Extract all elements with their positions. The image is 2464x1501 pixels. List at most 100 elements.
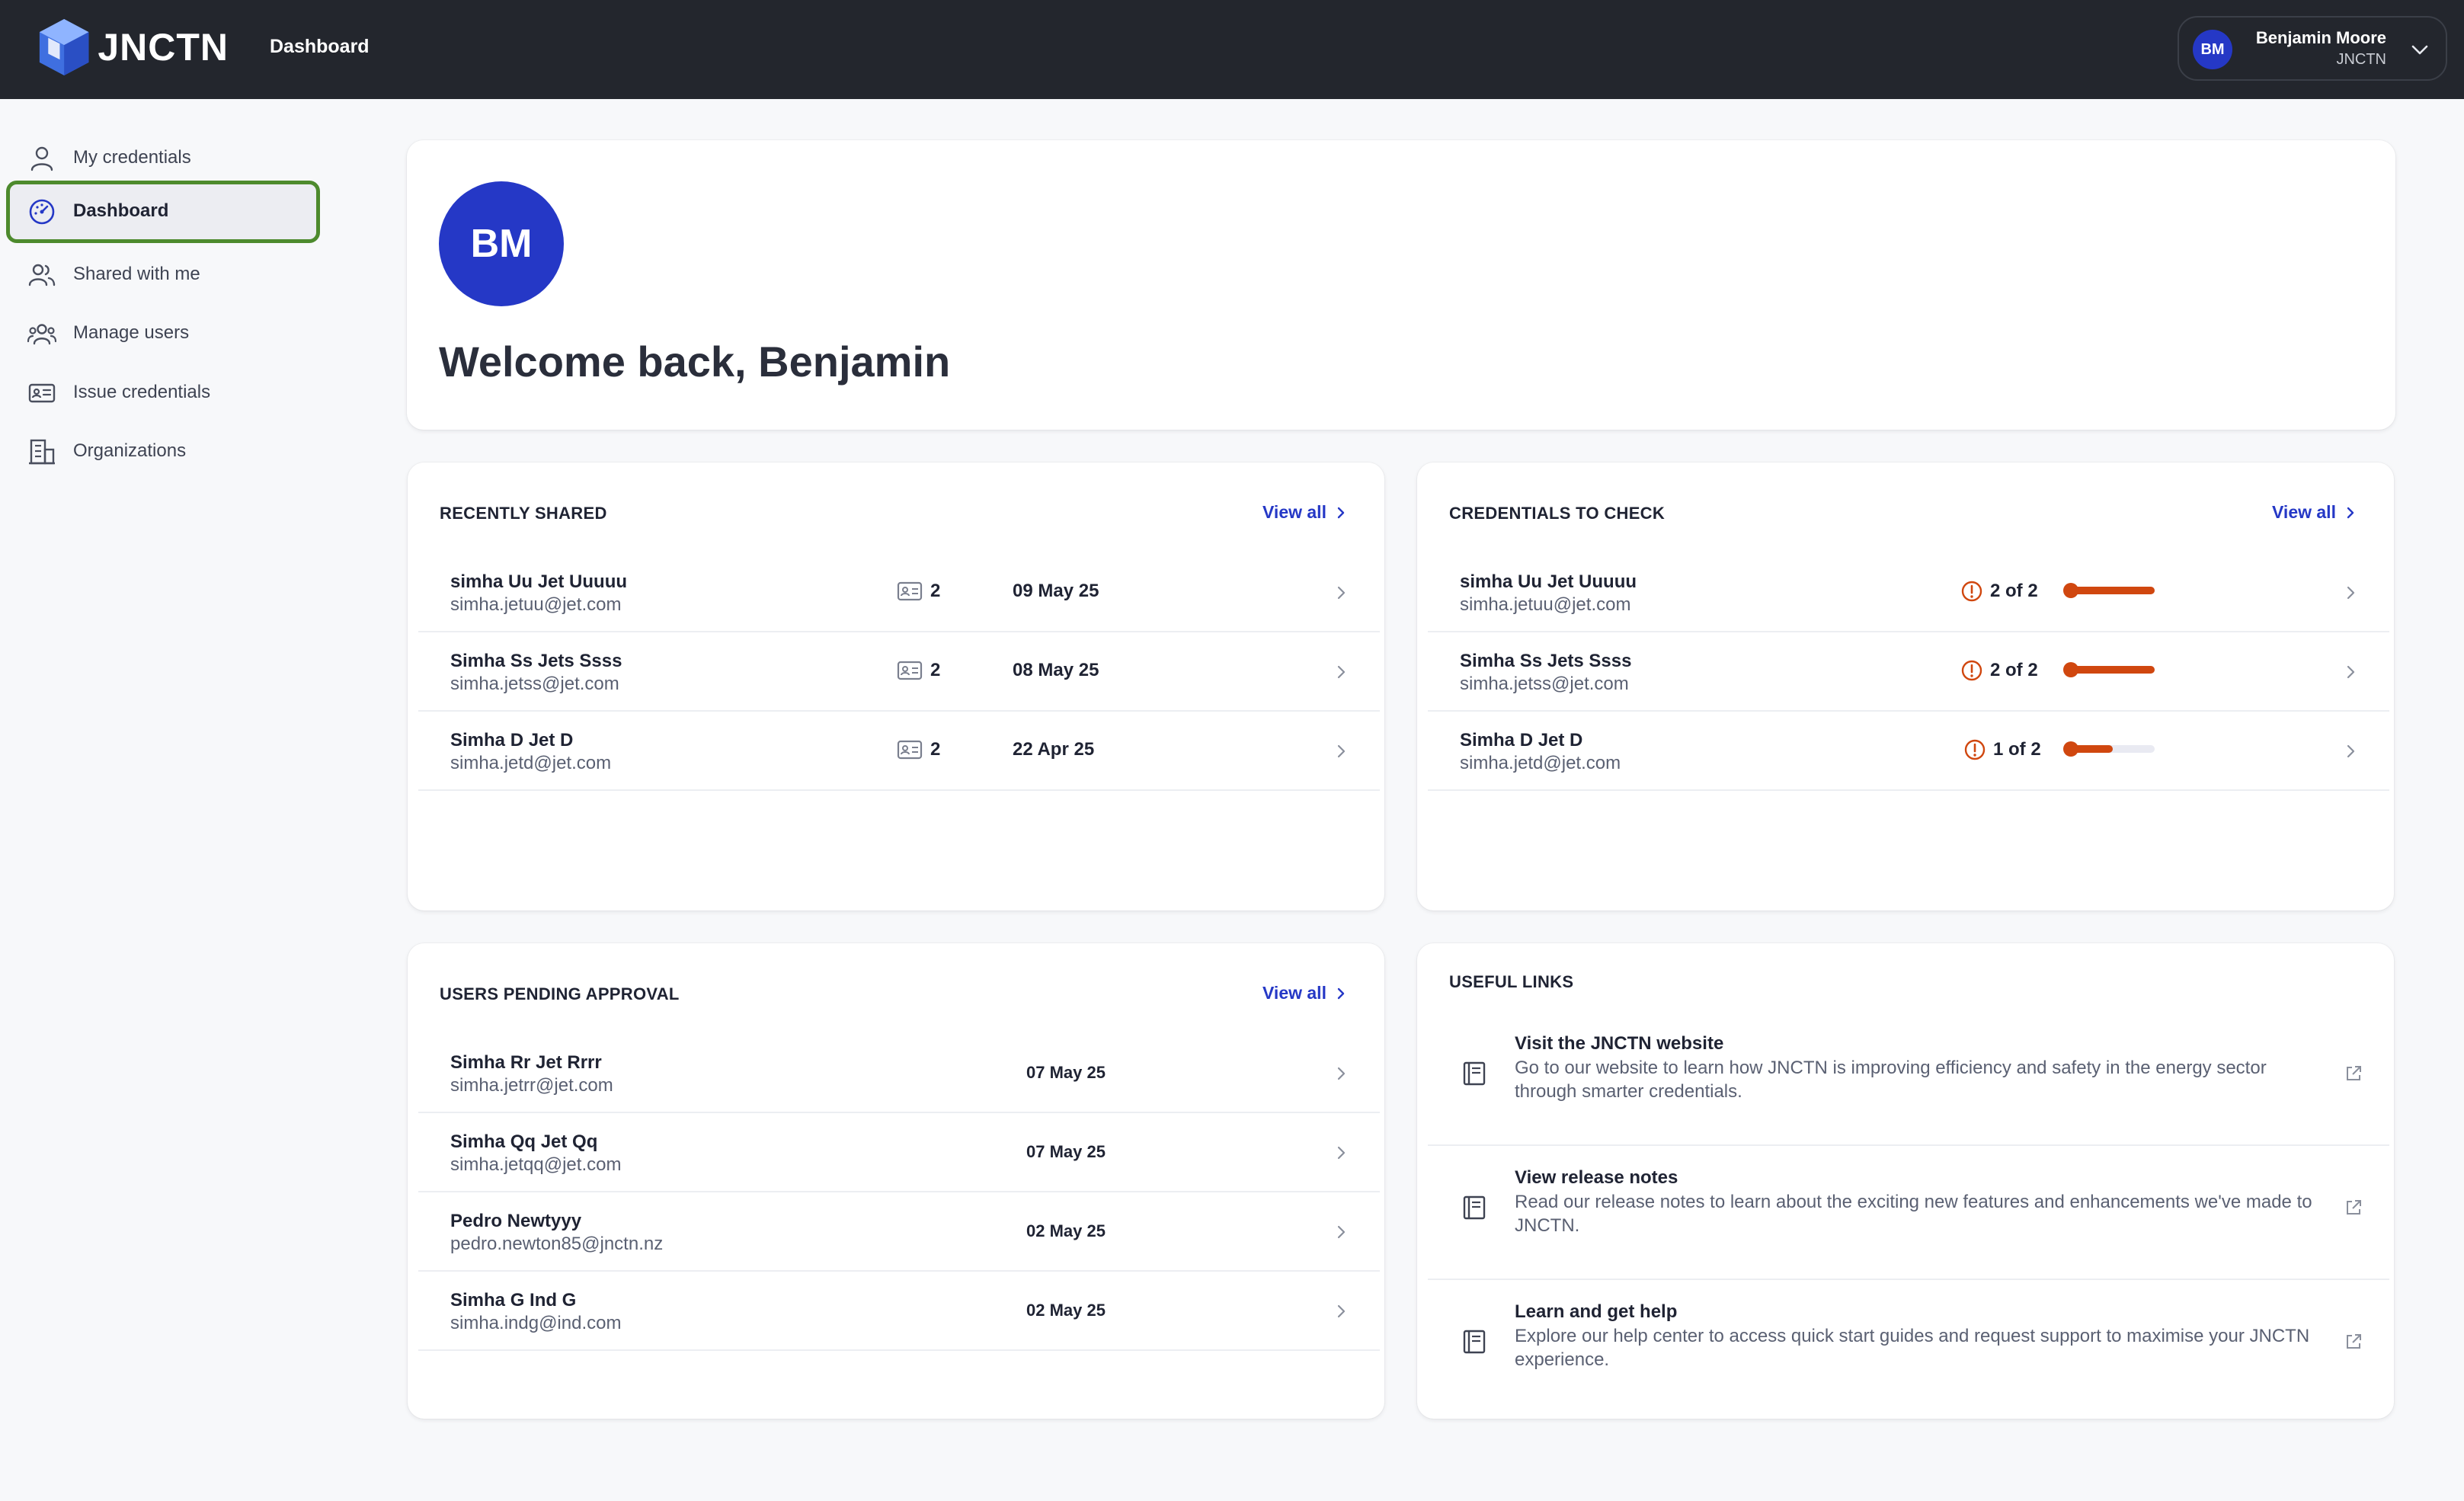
check-status: 1 of 2 <box>1963 738 2041 762</box>
count-value: 2 <box>930 660 941 680</box>
id-card-icon <box>897 581 923 601</box>
id-card-icon <box>28 383 56 403</box>
count-value: 2 <box>930 581 941 601</box>
id-card-icon <box>897 661 923 680</box>
id-card-icon <box>897 740 923 760</box>
sidebar-item-label: Dashboard <box>73 200 169 221</box>
sidebar-item-shared-with-me[interactable]: Shared with me <box>6 244 320 306</box>
row-email: simha.jetrr@jet.com <box>450 1075 613 1096</box>
chevron-right-icon <box>2347 665 2355 679</box>
avatar: BM <box>2193 30 2232 69</box>
list-item[interactable]: Pedro Newtyyy pedro.newton85@jnctn.nz 02… <box>418 1192 1380 1272</box>
welcome-card: BM Welcome back, Benjamin <box>407 140 2395 430</box>
link-title: Visit the JNCTN website <box>1515 1033 1724 1054</box>
dashboard-icon <box>29 199 55 225</box>
view-all-link[interactable]: View all <box>1262 983 1349 1003</box>
sidebar-item-manage-users[interactable]: Manage users <box>6 302 320 365</box>
user-menu-button[interactable]: BM Benjamin Moore JNCTN <box>2178 16 2447 81</box>
row-name: Simha Ss Jets Ssss <box>450 651 622 671</box>
row-email: pedro.newton85@jnctn.nz <box>450 1234 664 1254</box>
row-date: 07 May 25 <box>1026 1063 1106 1082</box>
view-all-link[interactable]: View all <box>2272 502 2359 523</box>
list-item[interactable]: Simha Ss Jets Ssss simha.jetss@jet.com 2… <box>1428 632 2389 712</box>
top-bar: JNCTN Dashboard BM Benjamin Moore JNCTN <box>0 0 2464 99</box>
jnctn-logo[interactable]: JNCTN <box>38 15 229 79</box>
chevron-right-icon <box>2347 507 2354 518</box>
profile-avatar: BM <box>439 181 564 306</box>
chevron-right-icon <box>1337 507 1345 518</box>
row-date: 07 May 25 <box>1026 1142 1106 1161</box>
user-group-icon <box>27 324 56 345</box>
row-email: simha.jetuu@jet.com <box>450 594 622 615</box>
useful-link-release-notes[interactable]: View release notes Read our release note… <box>1428 1146 2389 1280</box>
useful-link-website[interactable]: Visit the JNCTN website Go to our websit… <box>1428 1012 2389 1146</box>
list-item[interactable]: Simha Ss Jets Ssss simha.jetss@jet.com 2… <box>418 632 1380 712</box>
chevron-right-icon <box>1337 987 1345 999</box>
check-status: 2 of 2 <box>1960 658 2038 683</box>
credential-count: 2 <box>897 739 940 760</box>
row-name: Simha G Ind G <box>450 1290 577 1311</box>
warning-icon <box>1964 739 1986 760</box>
row-email: simha.indg@ind.com <box>450 1313 622 1333</box>
view-all-label: View all <box>1262 502 1326 522</box>
row-name: Pedro Newtyyy <box>450 1211 582 1231</box>
progress-bar <box>2063 583 2155 598</box>
credentials-to-check-card: CREDENTIALS TO CHECK View all simha Uu J… <box>1417 462 2394 911</box>
row-date: 09 May 25 <box>1013 581 1099 601</box>
sidebar-item-issue-credentials[interactable]: Issue credentials <box>6 362 320 424</box>
card-title: USERS PENDING APPROVAL <box>440 984 680 1003</box>
building-icon <box>29 439 55 465</box>
user-organization: JNCTN <box>2336 51 2386 68</box>
logo-text: JNCTN <box>98 26 229 69</box>
book-icon <box>1463 1330 1486 1354</box>
list-item[interactable]: Simha G Ind G simha.indg@ind.com 02 May … <box>418 1272 1380 1351</box>
check-status: 2 of 2 <box>1960 579 2038 603</box>
status-text: 2 of 2 <box>1990 581 2038 601</box>
link-title: View release notes <box>1515 1167 1678 1188</box>
sidebar-item-dashboard[interactable]: Dashboard <box>6 181 320 243</box>
useful-links-card: USEFUL LINKS Visit the JNCTN website Go … <box>1417 943 2394 1419</box>
view-all-link[interactable]: View all <box>1262 502 1349 523</box>
sidebar-item-my-credentials[interactable]: My credentials <box>6 127 320 190</box>
list-item[interactable]: Simha Qq Jet Qq simha.jetqq@jet.com 07 M… <box>418 1113 1380 1192</box>
progress-fill <box>2071 587 2155 594</box>
row-date: 22 Apr 25 <box>1013 739 1095 760</box>
jnctn-cube-icon <box>39 18 89 76</box>
chevron-right-icon <box>1337 586 1346 600</box>
row-email: simha.jetuu@jet.com <box>1460 594 1631 615</box>
sidebar-item-organizations[interactable]: Organizations <box>6 421 320 483</box>
row-name: Simha D Jet D <box>1460 730 1583 750</box>
row-email: simha.jetqq@jet.com <box>450 1154 622 1175</box>
card-title: USEFUL LINKS <box>1449 972 1574 991</box>
row-date: 02 May 25 <box>1026 1221 1106 1240</box>
sidebar-item-label: Organizations <box>73 440 187 461</box>
recently-shared-card: RECENTLY SHARED View all simha Uu Jet Uu… <box>408 462 1384 911</box>
link-description: Go to our website to learn how JNCTN is … <box>1515 1058 2267 1102</box>
status-text: 2 of 2 <box>1990 660 2038 680</box>
list-item[interactable]: Simha Rr Jet Rrrr simha.jetrr@jet.com 07… <box>418 1034 1380 1113</box>
chevron-right-icon <box>1337 1304 1346 1318</box>
row-date: 08 May 25 <box>1013 660 1099 680</box>
list-item[interactable]: Simha D Jet D simha.jetd@jet.com 2 22 Ap… <box>418 712 1380 791</box>
row-name: Simha D Jet D <box>450 730 574 750</box>
row-date: 02 May 25 <box>1026 1301 1106 1320</box>
list-item[interactable]: Simha D Jet D simha.jetd@jet.com 1 of 2 <box>1428 712 2389 791</box>
sidebar-item-label: My credentials <box>73 147 191 168</box>
list-item[interactable]: simha Uu Jet Uuuuu simha.jetuu@jet.com 2… <box>418 553 1380 632</box>
progress-knob <box>2063 662 2078 677</box>
external-link-icon <box>2347 1066 2361 1080</box>
row-email: simha.jetss@jet.com <box>1460 674 1629 694</box>
credential-count: 2 <box>897 581 940 602</box>
list-item[interactable]: simha Uu Jet Uuuuu simha.jetuu@jet.com 2… <box>1428 553 2389 632</box>
credential-count: 2 <box>897 660 940 681</box>
row-name: Simha Rr Jet Rrrr <box>450 1052 602 1073</box>
progress-bar <box>2063 662 2155 677</box>
welcome-heading: Welcome back, Benjamin <box>439 338 951 386</box>
book-icon <box>1463 1195 1486 1220</box>
chevron-down-icon <box>2411 45 2428 55</box>
useful-link-help[interactable]: Learn and get help Explore our help cent… <box>1428 1280 2389 1414</box>
sidebar-item-label: Shared with me <box>73 264 200 284</box>
view-all-label: View all <box>1262 983 1326 1003</box>
page-title: Dashboard <box>270 36 370 57</box>
view-all-label: View all <box>2272 502 2336 522</box>
